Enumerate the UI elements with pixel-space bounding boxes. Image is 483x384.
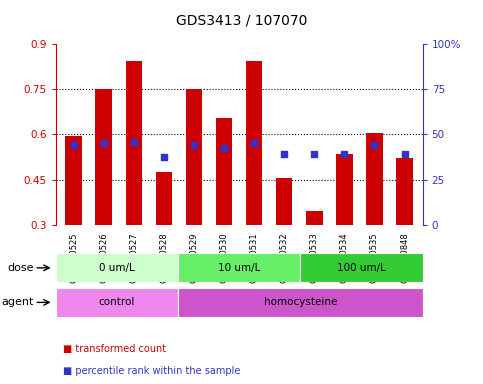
Point (311, 151, 318, 157)
Bar (56, 253, 178, 282)
Text: GDS3413 / 107070: GDS3413 / 107070 (176, 13, 307, 27)
Bar (276, 178, 293, 225)
Bar (300, 253, 423, 282)
Point (370, 142, 378, 148)
Text: control: control (99, 297, 135, 308)
Bar (178, 253, 300, 282)
Text: ■ transformed count: ■ transformed count (63, 344, 166, 354)
Bar (246, 61, 262, 225)
Point (190, 142, 198, 148)
Bar (185, 89, 202, 225)
Text: 100 um/L: 100 um/L (337, 263, 386, 273)
Text: homocysteine: homocysteine (264, 297, 337, 308)
Point (130, 139, 138, 145)
Bar (366, 133, 383, 225)
Bar (56, 288, 178, 317)
Bar (178, 288, 423, 317)
Bar (396, 159, 413, 225)
Text: dose: dose (7, 263, 34, 273)
Text: agent: agent (1, 297, 34, 308)
Bar (65, 136, 82, 225)
Bar (156, 172, 172, 225)
Bar (306, 211, 323, 225)
Point (250, 141, 258, 147)
Bar (336, 154, 353, 225)
Point (341, 151, 348, 157)
Point (220, 145, 228, 151)
Text: 0 um/L: 0 um/L (99, 263, 135, 273)
Point (160, 154, 168, 160)
Text: 10 um/L: 10 um/L (218, 263, 260, 273)
Point (70, 142, 77, 148)
Point (100, 141, 108, 147)
Bar (96, 89, 112, 225)
Bar (216, 118, 232, 225)
Bar (126, 61, 142, 225)
Point (401, 151, 409, 157)
Point (280, 151, 288, 157)
Text: ■ percentile rank within the sample: ■ percentile rank within the sample (63, 366, 240, 376)
